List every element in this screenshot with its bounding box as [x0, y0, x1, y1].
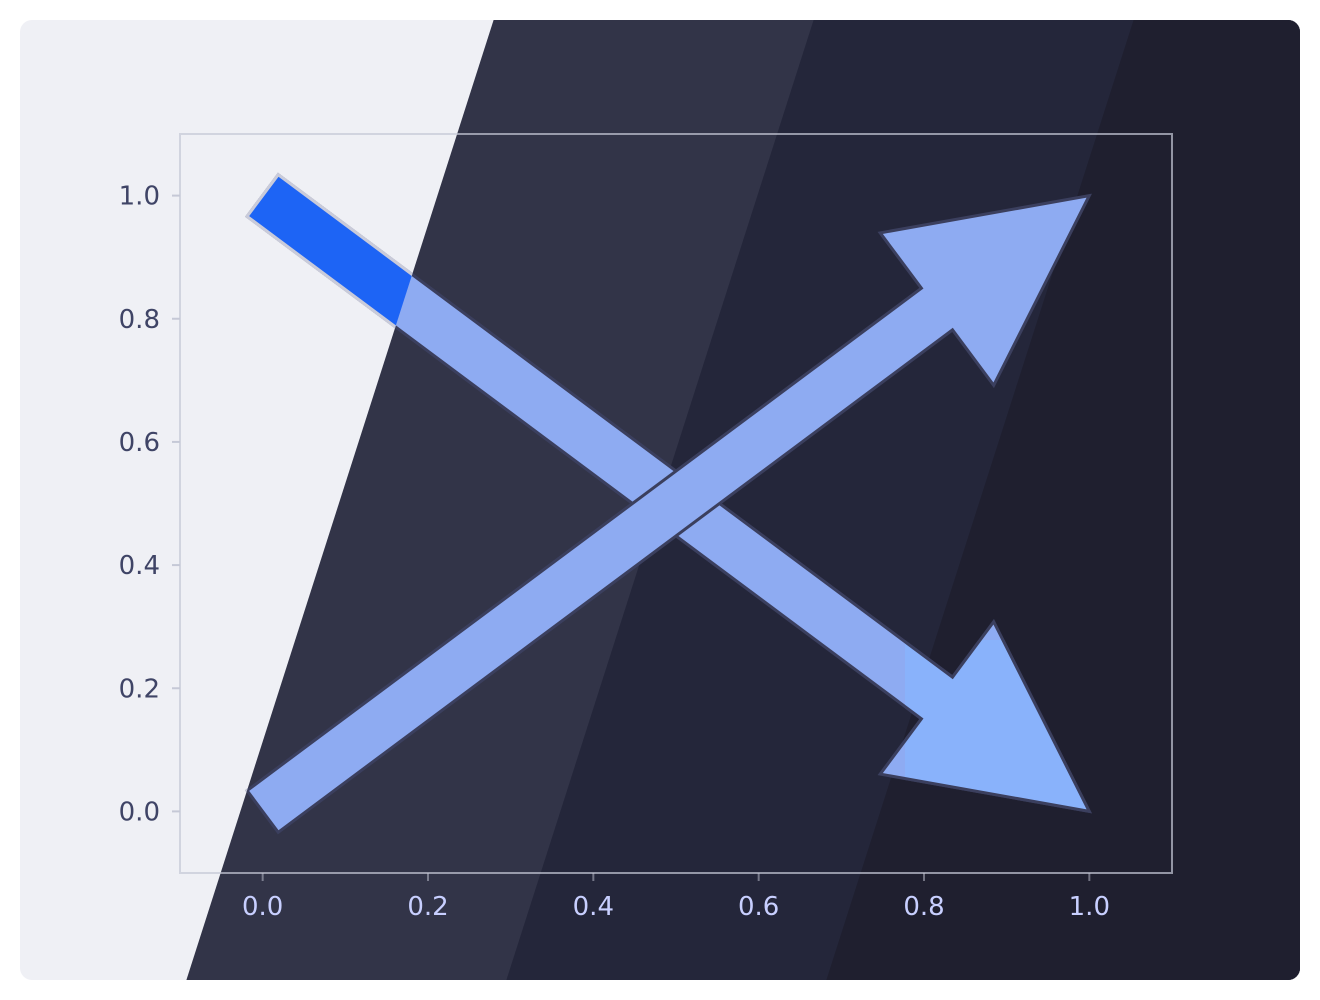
arrow-body: [245, 193, 1092, 835]
y-tick-label: 0.0: [119, 797, 160, 827]
x-tick-label: 0.6: [738, 892, 779, 922]
x-tick-label: 0.0: [242, 892, 283, 922]
y-axis: 0.0 0.2 0.4 0.6 0.8 1.0: [119, 182, 180, 827]
x-tick-label: 1.0: [1069, 892, 1110, 922]
x-tick-label: 0.4: [573, 892, 614, 922]
x-axis: 0.0 0.2 0.4 0.6 0.8 1.0: [242, 873, 1110, 922]
arrow-ascending: [245, 193, 1092, 835]
arrow-head-highlight: [905, 640, 1092, 814]
y-tick-label: 0.8: [119, 305, 160, 335]
x-tick-label: 0.8: [903, 892, 944, 922]
y-tick-label: 0.4: [119, 551, 160, 581]
x-tick-label: 0.2: [407, 892, 448, 922]
plot-frame: [179, 133, 1173, 874]
arrows-layer: [245, 172, 1092, 835]
y-tick-label: 0.2: [119, 674, 160, 704]
y-tick-label: 1.0: [119, 182, 160, 212]
y-tick-label: 0.6: [119, 428, 160, 458]
